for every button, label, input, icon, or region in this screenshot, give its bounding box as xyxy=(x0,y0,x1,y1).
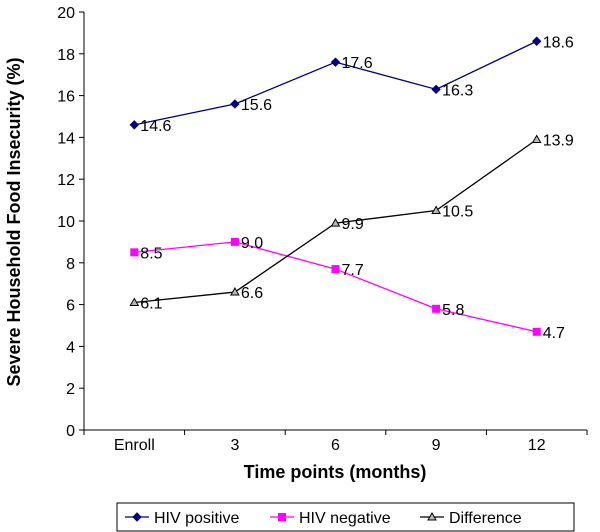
legend-marker xyxy=(278,513,286,521)
data-label: 8.5 xyxy=(140,245,162,262)
data-point xyxy=(531,134,542,143)
y-tick-label: 8 xyxy=(66,256,75,273)
data-label: 14.6 xyxy=(140,118,171,135)
data-label: 15.6 xyxy=(241,97,272,114)
data-label: 10.5 xyxy=(442,204,473,221)
legend-item: Difference xyxy=(420,510,522,527)
x-tick-label: 3 xyxy=(230,437,239,454)
plot-area: 0 2 4 6 8 10 12 14 16 18 20 Enroll 3 6 9 12 14.6 15.6 17.6… xyxy=(57,5,588,454)
y-tick-label: 20 xyxy=(57,5,75,22)
y-tick-label: 2 xyxy=(66,381,75,398)
series-hiv-negative: 8.5 9.0 7.7 5.8 4.7 xyxy=(130,235,565,342)
legend: HIV positive HIV negative Difference xyxy=(116,502,575,532)
y-tick-label: 18 xyxy=(57,47,75,64)
data-label: 16.3 xyxy=(442,82,473,99)
data-label: 13.9 xyxy=(543,132,574,149)
x-tick-label: 12 xyxy=(528,437,546,454)
y-tick-label: 16 xyxy=(57,89,75,106)
series-difference: 6.1 6.6 9.9 10.5 13.9 xyxy=(129,132,574,313)
y-axis-title: Severe Household Food Insecurity (%) xyxy=(4,57,24,386)
y-tick-label: 0 xyxy=(66,423,75,440)
series-line xyxy=(134,40,537,126)
data-label: 18.6 xyxy=(543,34,574,51)
data-label: 5.8 xyxy=(442,302,464,319)
data-label: 7.7 xyxy=(342,262,364,279)
data-point xyxy=(129,120,140,130)
data-label: 6.1 xyxy=(140,296,162,313)
data-point xyxy=(230,99,240,109)
legend-box xyxy=(116,502,575,532)
data-point xyxy=(230,287,240,296)
x-axis-title: Time points (months) xyxy=(244,462,427,482)
data-point xyxy=(330,218,341,227)
data-point xyxy=(130,248,139,257)
y-tick-label: 6 xyxy=(66,298,75,315)
data-point xyxy=(331,265,340,274)
legend-label: Difference xyxy=(449,510,522,527)
legend-label: HIV negative xyxy=(299,510,391,527)
series-hiv-positive: 14.6 15.6 17.6 16.3 18.6 xyxy=(129,34,574,135)
x-tick-label: Enroll xyxy=(114,437,155,454)
legend-label: HIV positive xyxy=(154,510,239,527)
series-line xyxy=(134,241,537,333)
data-label: 9.0 xyxy=(241,235,263,252)
legend-item: HIV negative xyxy=(270,510,391,527)
data-label: 4.7 xyxy=(543,325,565,342)
data-label: 17.6 xyxy=(342,55,373,72)
legend-marker xyxy=(132,512,142,522)
data-point xyxy=(330,57,341,67)
data-point xyxy=(230,237,239,246)
data-label: 9.9 xyxy=(342,216,364,233)
legend-item: HIV positive xyxy=(125,510,239,527)
data-point xyxy=(432,304,441,313)
x-tick-label: 6 xyxy=(331,437,340,454)
data-point xyxy=(129,297,140,307)
y-tick-label: 4 xyxy=(66,339,75,356)
x-tick-label: 9 xyxy=(432,437,441,454)
y-tick-label: 10 xyxy=(57,214,75,231)
data-point xyxy=(431,205,441,215)
data-point xyxy=(532,327,541,336)
data-point xyxy=(531,36,542,46)
y-tick-label: 12 xyxy=(57,172,75,189)
y-tick-label: 14 xyxy=(57,130,75,147)
legend-marker xyxy=(427,511,437,521)
data-point xyxy=(431,84,441,95)
data-label: 6.6 xyxy=(241,285,263,302)
